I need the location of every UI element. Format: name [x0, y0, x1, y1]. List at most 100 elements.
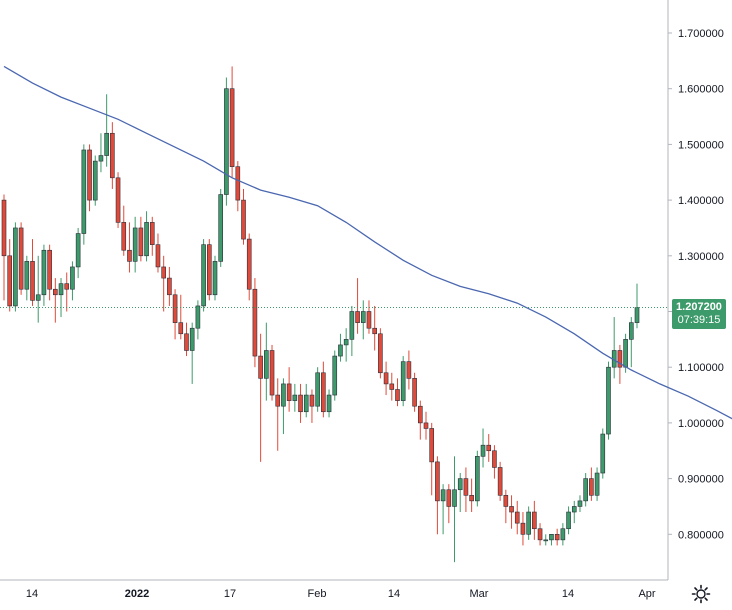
time-tick-label: 2022: [125, 588, 149, 600]
candle-body: [366, 311, 372, 329]
candle-body: [178, 322, 184, 335]
candle-body: [372, 327, 377, 335]
candle-body: [395, 389, 400, 401]
candle-body: [1, 199, 7, 257]
candle-body: [30, 261, 35, 301]
candle-body: [389, 383, 395, 390]
candle-body: [115, 177, 121, 223]
candle-body: [520, 522, 526, 535]
candle-body: [18, 227, 24, 290]
candle-body: [486, 444, 492, 452]
candle-body: [355, 311, 360, 323]
candle-body: [121, 222, 127, 251]
candle-body: [457, 478, 463, 491]
candle-body: [492, 450, 497, 468]
time-tick-label: Feb: [308, 588, 327, 600]
candle-body: [338, 344, 343, 357]
candle-body: [400, 361, 406, 401]
candle-body: [292, 394, 298, 401]
candle-body: [412, 378, 417, 407]
price-tick-label: 1.700000: [678, 28, 724, 40]
candle-body: [184, 333, 189, 351]
candle-body: [286, 383, 292, 401]
candle-body: [423, 422, 429, 429]
candle-body: [503, 495, 509, 507]
candles: [1, 66, 640, 563]
candle-body: [224, 88, 229, 195]
candle-body: [258, 355, 263, 379]
candle-body: [623, 339, 628, 368]
price-tick-label: 1.600000: [678, 84, 724, 96]
settings-gear-icon[interactable]: [690, 583, 712, 605]
candle-body: [309, 394, 315, 407]
candle-body: [104, 132, 109, 156]
candle-body: [429, 428, 435, 463]
candle-body: [218, 194, 224, 262]
candle-body: [554, 533, 560, 541]
candle-body: [326, 394, 332, 413]
candle-body: [167, 277, 172, 296]
candle-body: [252, 288, 258, 357]
candle-body: [406, 361, 412, 379]
price-tick-label: 0.900000: [678, 474, 724, 486]
candle-body: [281, 383, 286, 407]
candle-body: [514, 511, 520, 524]
candle-body: [87, 149, 92, 201]
candle-body: [417, 405, 423, 424]
candle-body: [53, 288, 58, 296]
time-tick-label: 14: [26, 588, 38, 600]
candle-body: [532, 511, 537, 530]
candle-body: [47, 249, 52, 290]
candle-body: [378, 333, 383, 374]
time-tick-label: 17: [224, 588, 236, 600]
candle-body: [583, 478, 588, 502]
candle-body: [64, 283, 70, 290]
candle-body: [269, 350, 275, 396]
candle-body: [303, 394, 309, 413]
candle-body: [75, 233, 81, 268]
price-tick-label: 1.100000: [678, 362, 724, 374]
candle-body: [149, 222, 155, 245]
candle-body: [321, 372, 326, 413]
time-tick-label: 14: [388, 588, 400, 600]
candle-body: [383, 372, 389, 385]
candle-body: [246, 238, 252, 290]
price-tick-label: 1.400000: [678, 195, 724, 207]
candle-body: [41, 249, 47, 296]
candle-countdown: 07:39:15: [677, 314, 721, 326]
candle-body: [463, 478, 469, 496]
candle-body: [315, 372, 320, 407]
time-axis[interactable]: 14 2022 17 Feb 14 Mar 14 Apr: [26, 588, 656, 600]
candle-body: [241, 199, 246, 240]
last-price-value: 1.207200: [676, 301, 722, 313]
candle-body: [110, 132, 115, 179]
candle-body: [480, 444, 486, 457]
candle-body: [571, 506, 577, 513]
candle-body: [13, 227, 18, 307]
moving-average-line: [3, 65, 732, 420]
last-price-label: 1.207200 07:39:15: [672, 299, 726, 329]
candle-body: [132, 227, 138, 262]
candle-body: [81, 149, 87, 234]
candle-body: [566, 511, 571, 530]
candle-body: [24, 261, 30, 290]
time-tick-label: Apr: [638, 588, 655, 600]
candle-body: [537, 528, 543, 541]
candle-body: [600, 433, 606, 474]
candle-body: [343, 339, 349, 346]
candle-body: [189, 327, 195, 351]
candle-body: [617, 350, 623, 368]
candle-body: [70, 266, 75, 290]
candle-body: [440, 489, 446, 502]
candle-body: [235, 166, 241, 201]
price-axis[interactable]: 1.700000 1.600000 1.500000 1.400000 1.300000…: [668, 28, 724, 541]
candle-body: [195, 305, 201, 329]
candle-body: [628, 322, 634, 340]
price-tick-label: 1.000000: [678, 418, 724, 430]
candle-body: [589, 478, 594, 496]
candle-body: [497, 467, 503, 496]
candle-body: [594, 472, 600, 496]
candle-body: [127, 249, 132, 262]
candle-body: [452, 489, 457, 507]
